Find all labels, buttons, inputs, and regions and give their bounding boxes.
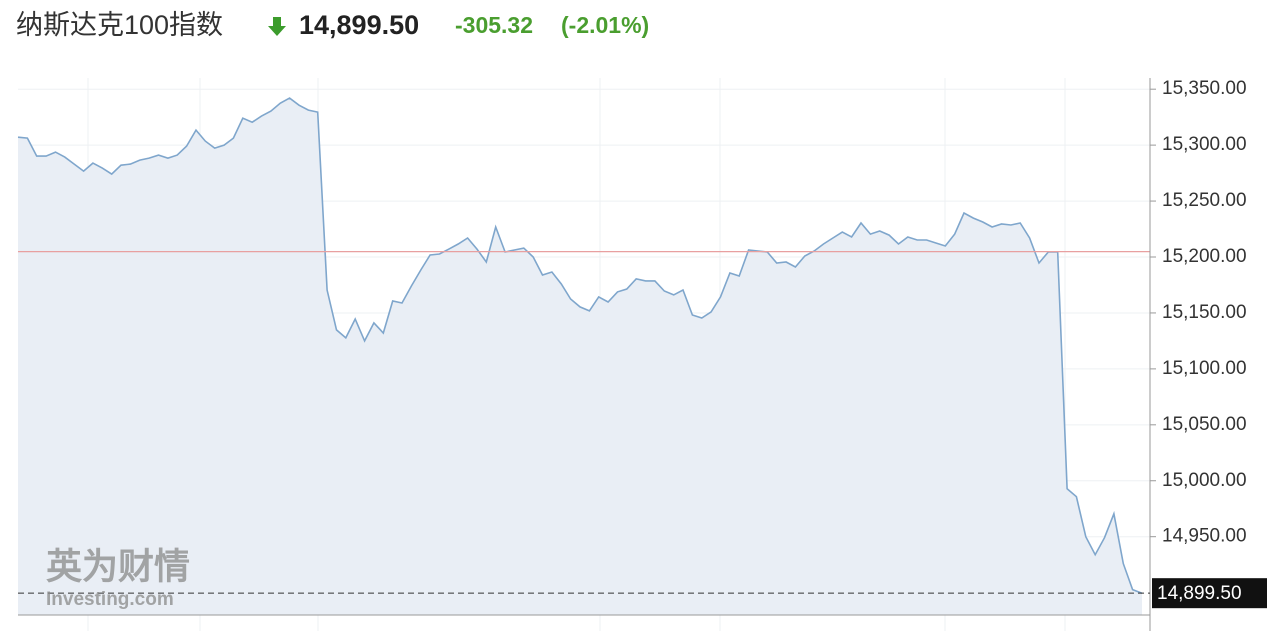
area	[18, 98, 1142, 616]
y-tick-label: 15,150.00	[1162, 302, 1247, 323]
title: 纳斯达克100指数	[16, 10, 223, 40]
watermark-site: Investing.com	[46, 589, 174, 610]
last-price-label: 14,899.50	[1157, 583, 1242, 604]
y-tick-label: 15,050.00	[1162, 414, 1247, 435]
change-percent: (-2.01%)	[561, 12, 649, 38]
change: -305.32	[455, 12, 533, 38]
down-arrow	[268, 17, 286, 36]
y-tick-label: 15,350.00	[1162, 78, 1247, 99]
last-price-box	[1152, 578, 1267, 609]
y-tick-label: 15,000.00	[1162, 470, 1247, 491]
line	[17, 97, 1143, 594]
y-tick-label: 15,200.00	[1162, 246, 1247, 267]
watermark-brand: 英为财情	[46, 546, 190, 587]
y-tick-label: 15,250.00	[1162, 190, 1247, 211]
y-tick-label: 14,950.00	[1162, 526, 1247, 547]
price: 14,899.50	[299, 10, 419, 40]
y-tick-label: 15,100.00	[1162, 358, 1247, 379]
y-tick-label: 15,300.00	[1162, 134, 1247, 155]
